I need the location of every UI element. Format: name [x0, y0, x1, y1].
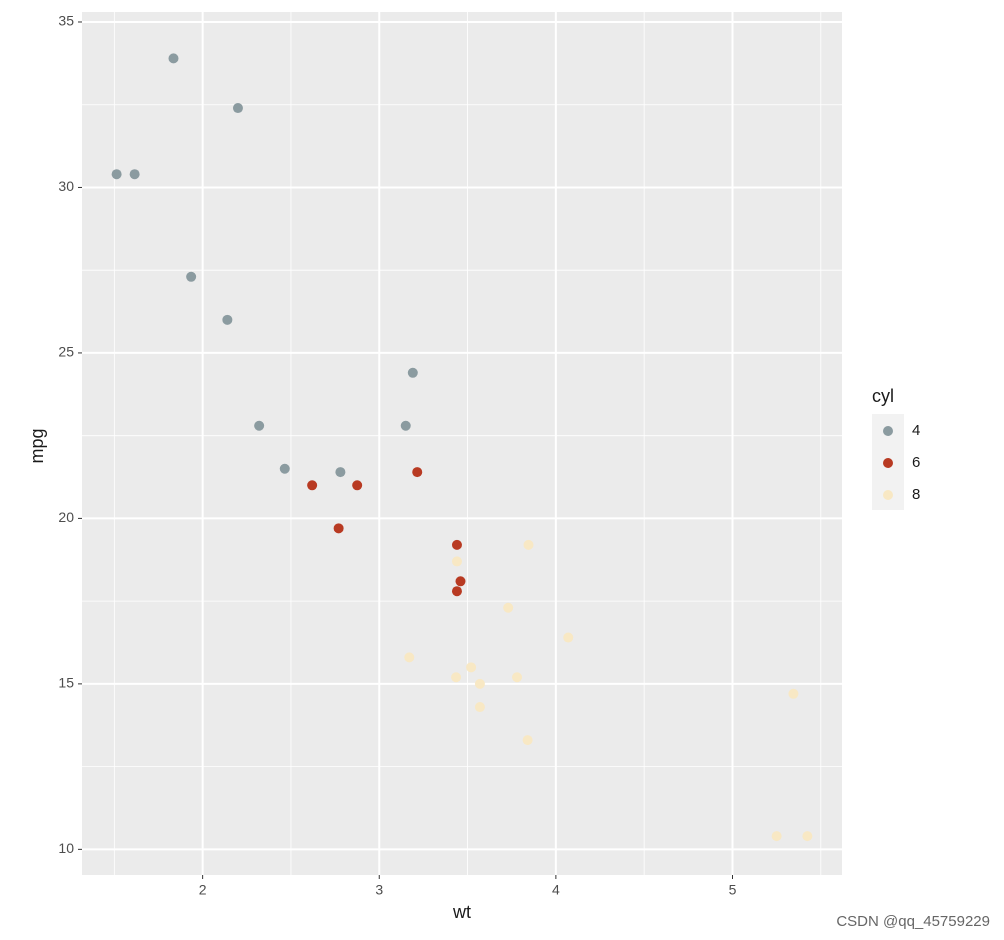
x-tick-label: 4: [552, 882, 560, 898]
point: [407, 367, 418, 378]
point: [404, 652, 415, 663]
point: [474, 702, 485, 713]
legend-label: 8: [912, 486, 920, 503]
point: [129, 169, 140, 180]
point: [232, 103, 243, 114]
point: [451, 556, 462, 567]
point: [335, 467, 346, 478]
point: [451, 672, 462, 683]
legend-label: 4: [912, 422, 920, 439]
legend-key: [883, 490, 893, 500]
point: [451, 586, 462, 597]
legend-key: [883, 458, 893, 468]
point: [333, 523, 344, 534]
point: [451, 539, 462, 550]
point: [788, 688, 799, 699]
panel: [82, 12, 842, 875]
y-tick-label: 30: [58, 178, 74, 194]
legend-label: 6: [912, 454, 920, 471]
point: [111, 169, 122, 180]
point: [474, 678, 485, 689]
point: [307, 480, 318, 491]
point: [279, 463, 290, 474]
y-tick-label: 20: [58, 509, 74, 525]
point: [455, 576, 466, 587]
point: [168, 53, 179, 64]
y-axis-title: mpg: [27, 428, 47, 463]
point: [523, 539, 534, 550]
x-tick-label: 2: [199, 882, 207, 898]
x-tick-label: 5: [729, 882, 737, 898]
point: [563, 632, 574, 643]
y-tick-label: 35: [58, 13, 74, 29]
point: [400, 420, 411, 431]
point: [802, 831, 813, 842]
point: [254, 420, 265, 431]
point: [186, 271, 197, 282]
point: [412, 467, 423, 478]
x-axis-title: wt: [452, 902, 471, 922]
point: [352, 480, 363, 491]
legend-title: cyl: [872, 386, 894, 406]
x-tick-label: 3: [375, 882, 383, 898]
watermark: CSDN @qq_45759229: [836, 913, 990, 930]
y-tick-label: 25: [58, 344, 74, 360]
y-tick-label: 15: [58, 675, 74, 691]
point: [522, 735, 533, 746]
point: [771, 831, 782, 842]
point: [222, 314, 233, 325]
point: [466, 662, 477, 673]
point: [503, 602, 514, 613]
legend-key: [883, 426, 893, 436]
point: [512, 672, 523, 683]
y-tick-label: 10: [58, 840, 74, 856]
